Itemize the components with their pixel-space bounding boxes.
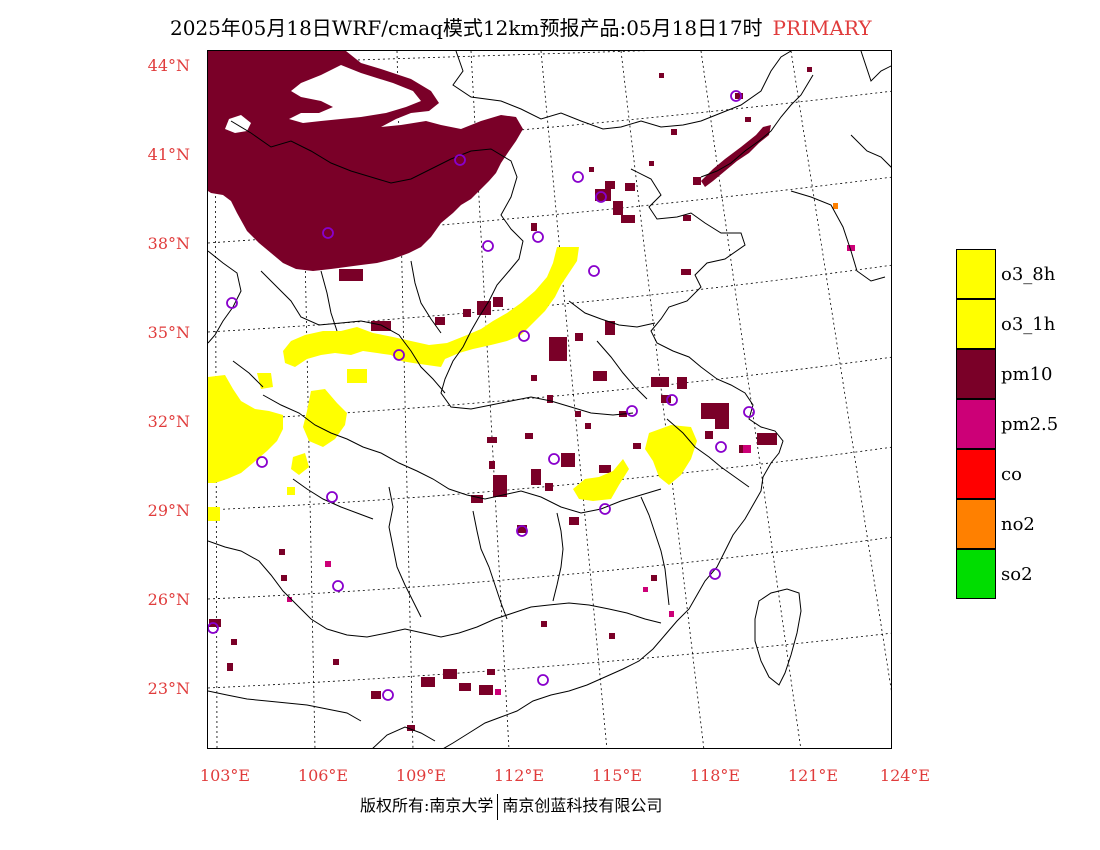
map-title: 2025年05月18日WRF/cmaq模式12km预报产品:05月18日17时 P… — [170, 12, 872, 41]
map-panel — [207, 50, 892, 749]
lon-label-109: 109°E — [395, 766, 447, 785]
monitoring-stations — [208, 90, 755, 701]
lon-label-115: 115°E — [591, 766, 643, 785]
legend-label-no2: no2 — [1001, 514, 1035, 535]
lat-label-29: 29°N — [147, 501, 190, 520]
legend-label-o3-1h: o3_1h — [1001, 314, 1056, 335]
lat-label-32: 32°N — [147, 412, 190, 431]
legend-label-o3-8h: o3_8h — [1001, 264, 1056, 285]
pm10-scatter-northeast — [649, 67, 812, 187]
lon-label-118: 118°E — [689, 766, 741, 785]
lat-label-23: 23°N — [147, 679, 190, 698]
footer-left: 版权所有:南京大学 — [360, 796, 494, 815]
o3-regions — [208, 247, 697, 521]
legend-swatch-o3-1h — [956, 299, 996, 349]
pm10-scatter-central — [339, 269, 777, 533]
no2-spot — [833, 203, 838, 209]
legend-swatch-o3-8h — [956, 249, 996, 299]
title-main: 2025年05月18日WRF/cmaq模式12km预报产品:05月18日17时 — [170, 16, 763, 40]
lat-label-38: 38°N — [147, 234, 190, 253]
lon-label-112: 112°E — [493, 766, 545, 785]
lat-label-44: 44°N — [147, 56, 190, 75]
legend-swatch-no2 — [956, 499, 996, 549]
legend-label-pm10: pm10 — [1001, 364, 1053, 385]
lat-label-41: 41°N — [147, 145, 190, 164]
pm25-spots — [287, 245, 855, 695]
lon-label-106: 106°E — [297, 766, 349, 785]
lat-label-35: 35°N — [147, 323, 190, 342]
legend-label-co: co — [1001, 464, 1022, 485]
copyright-footer: 版权所有:南京大学 南京创蓝科技有限公司 — [360, 792, 662, 820]
legend-swatch-co — [956, 449, 996, 499]
lon-label-121: 121°E — [787, 766, 839, 785]
legend-swatch-pm25 — [956, 399, 996, 449]
legend-swatch-so2 — [956, 549, 996, 599]
title-tag: PRIMARY — [772, 16, 872, 40]
lon-label-103: 103°E — [199, 766, 251, 785]
legend-label-pm25: pm2.5 — [1001, 414, 1059, 435]
pm10-scatter-south — [209, 549, 657, 731]
map-svg — [208, 51, 891, 748]
legend-label-so2: so2 — [1001, 564, 1033, 585]
graticule-parallels — [208, 51, 891, 689]
pm10-region-north — [208, 51, 523, 271]
footer-right: 南京创蓝科技有限公司 — [502, 796, 663, 815]
footer-separator — [497, 793, 499, 820]
lon-label-124: 124°E — [879, 766, 931, 785]
legend-swatch-pm10 — [956, 349, 996, 399]
map-boundaries — [208, 51, 891, 748]
lat-label-26: 26°N — [147, 590, 190, 609]
